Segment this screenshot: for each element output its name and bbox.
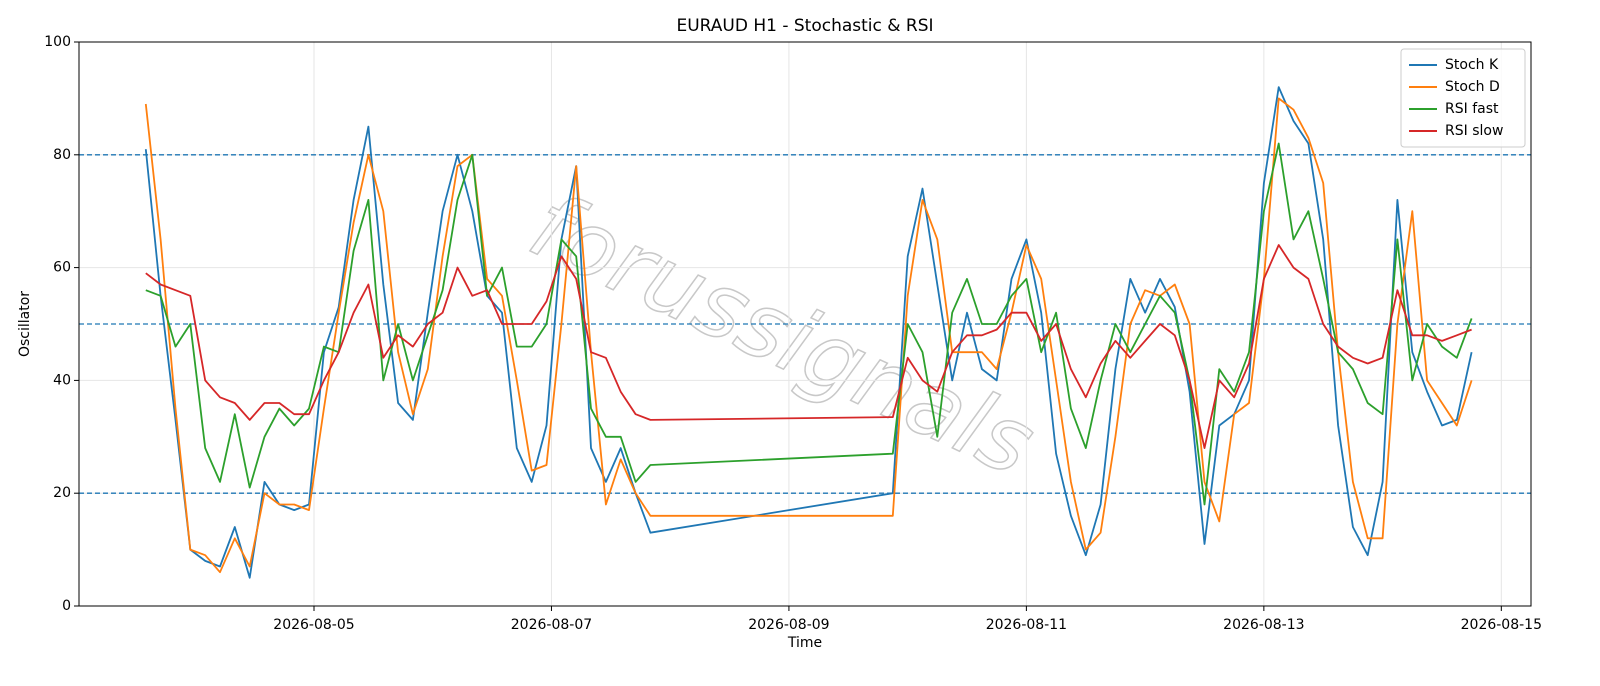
x-tick-label: 2026-08-11	[986, 617, 1067, 633]
y-tick-label: 80	[53, 147, 71, 163]
legend-label: RSI slow	[1445, 123, 1503, 139]
x-axis-label: Time	[787, 635, 822, 651]
series-line	[144, 97, 1473, 574]
legend-label: RSI fast	[1445, 101, 1499, 117]
y-tick-label: 60	[53, 260, 71, 276]
legend-label: Stoch D	[1445, 79, 1500, 95]
plot-frame	[78, 41, 1532, 607]
x-tick-label: 2026-08-09	[748, 617, 829, 633]
y-tick-label: 40	[53, 372, 71, 388]
x-tick-label: 2026-08-15	[1461, 617, 1542, 633]
legend-box	[1400, 48, 1526, 148]
y-tick-label: 100	[44, 34, 71, 50]
y-axis-label: Oscillator	[17, 291, 33, 357]
chart-title: EURAUD H1 - Stochastic & RSI	[676, 16, 933, 36]
legend: Stoch K Stoch D RSI fast RSI slow	[1400, 48, 1526, 148]
series-line	[145, 244, 1472, 449]
y-tick-label: 0	[62, 598, 71, 614]
x-tick-label: 2026-08-13	[1223, 617, 1304, 633]
x-tick-label: 2026-08-05	[273, 617, 354, 633]
y-tick-label: 20	[53, 485, 71, 501]
x-tick-label: 2026-08-07	[511, 617, 592, 633]
legend-label: Stoch K	[1445, 57, 1499, 73]
series-line	[145, 142, 1473, 506]
series-line	[144, 86, 1473, 579]
